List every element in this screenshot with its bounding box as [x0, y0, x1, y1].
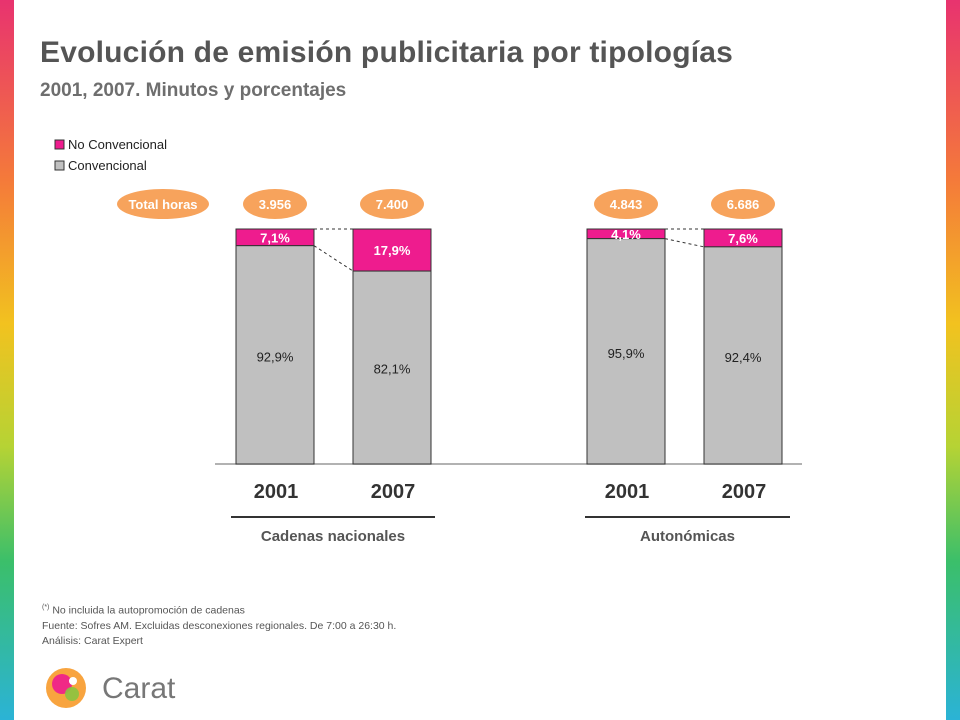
x-tick-label: 2001 [253, 481, 299, 503]
bar-segment-no-convencional [352, 228, 432, 272]
right-color-band [946, 0, 960, 720]
legend-swatch-convencional [54, 160, 65, 171]
legend-swatch-no-convencional [54, 139, 65, 150]
total-hours-badge [243, 189, 307, 219]
bar-segment-convencional [703, 246, 783, 465]
legend-label-convencional: Convencional [68, 158, 147, 173]
x-tick-label: 2007 [370, 481, 416, 503]
footnote-marker: (*) [42, 604, 50, 611]
total-hours-value: 3.956 [259, 197, 292, 212]
data-label-no-convencional: 7,6% [728, 231, 758, 246]
left-color-band [0, 0, 14, 720]
total-hours-value: 7.400 [376, 197, 409, 212]
footnote-line: No incluida la autopromoción de cadenas [52, 604, 245, 617]
page-subtitle: 2001, 2007. Minutos y porcentajes [40, 80, 347, 101]
data-label-no-convencional: 7,1% [260, 230, 290, 245]
group-label-cadenas: Cadenas nacionales [260, 528, 406, 545]
data-label-no-convencional: 4,1% [611, 227, 641, 242]
data-label-convencional: 92,4% [725, 350, 762, 365]
data-label-convencional: 82,1% [374, 361, 411, 376]
data-label-no-convencional: 17,9% [374, 243, 411, 258]
data-label-convencional: 95,9% [608, 346, 645, 361]
bar-segment-convencional [586, 238, 666, 465]
group-divider-line [585, 516, 790, 518]
group-label-autonomicas: Autonómicas [639, 528, 735, 545]
connector-line-boundary [664, 238, 705, 248]
x-tick-label: 2001 [604, 481, 650, 503]
carat-logo: Carat [42, 662, 192, 717]
total-hours-badge [711, 189, 775, 219]
connector-line-boundary [313, 245, 354, 272]
total-hours-value: 6.686 [727, 197, 760, 212]
total-hours-badge [594, 189, 658, 219]
total-horas-pill [117, 189, 209, 219]
data-label-convencional: 92,9% [257, 349, 294, 364]
bar-segment-convencional [352, 270, 432, 465]
legend-label-no-convencional: No Convencional [68, 137, 167, 152]
logo-dot [65, 687, 79, 701]
logo-dot [69, 677, 77, 685]
footnotes: (*) No incluida la autopromoción de cade… [42, 600, 396, 649]
group-divider-line [231, 516, 435, 518]
brand-name: Carat [102, 672, 176, 705]
analysis-note: Análisis: Carat Expert [42, 634, 143, 647]
page-title: Evolución de emisión publicitaria por ti… [40, 36, 734, 69]
bar-segment-convencional [235, 245, 315, 465]
logo-dot [52, 674, 72, 694]
source-note: Fuente: Sofres AM. Excluidas desconexion… [42, 619, 397, 632]
total-hours-badge [360, 189, 424, 219]
total-hours-value: 4.843 [610, 197, 643, 212]
total-horas-label: Total horas [128, 197, 197, 212]
x-tick-label: 2007 [721, 481, 767, 503]
